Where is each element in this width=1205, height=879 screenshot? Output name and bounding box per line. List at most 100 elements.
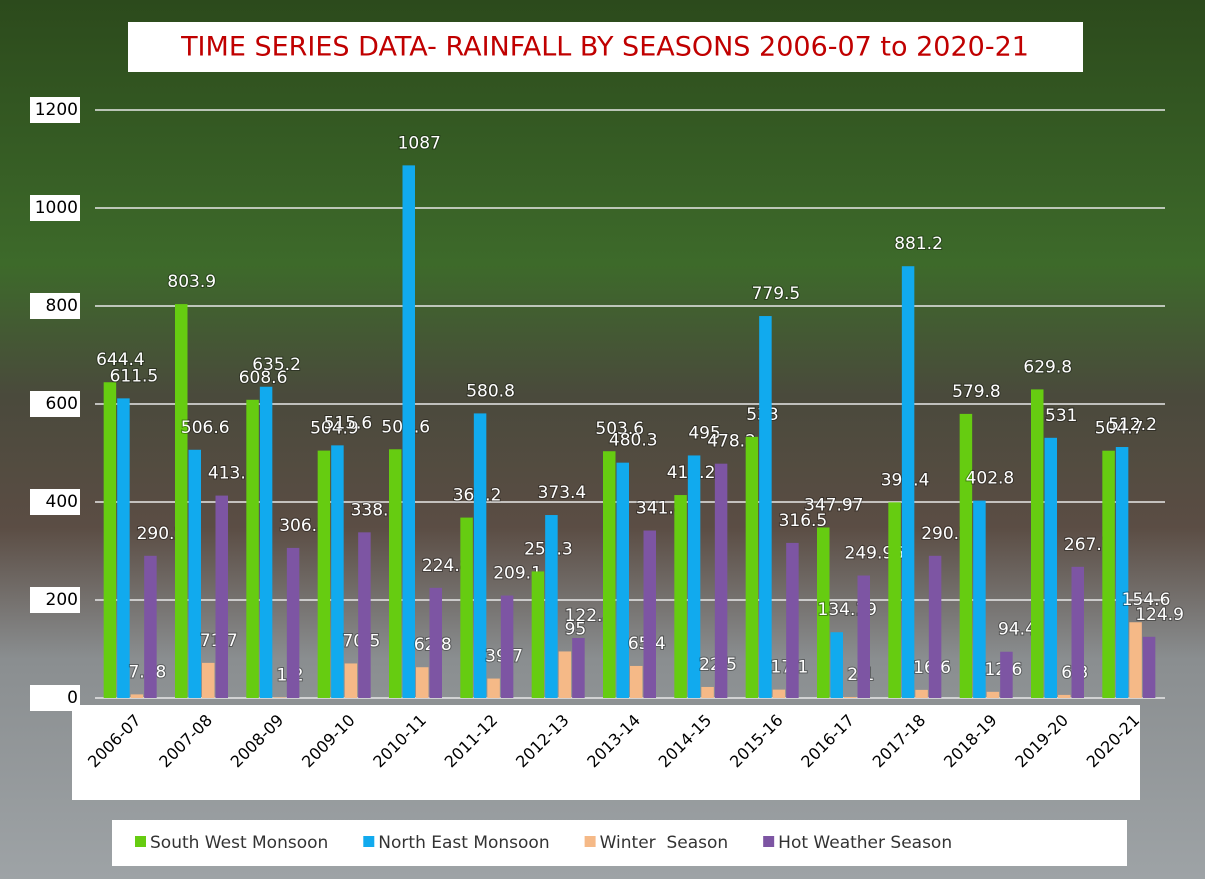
y-tick-box xyxy=(30,195,80,221)
bar xyxy=(714,463,728,698)
bar xyxy=(1000,651,1013,698)
value-label: 608.6 xyxy=(239,368,288,388)
bar xyxy=(215,495,228,698)
value-label: 306.3 xyxy=(279,516,328,536)
value-label: 347.97 xyxy=(804,495,863,515)
value-label: 338.1 xyxy=(351,500,400,520)
value-label: 504.7 xyxy=(1095,419,1144,439)
bar xyxy=(959,413,973,698)
y-tick-label: 200 xyxy=(46,590,78,610)
y-tick-box xyxy=(30,97,80,123)
y-tick-box xyxy=(30,391,80,417)
bar xyxy=(674,495,687,698)
value-label: 579.8 xyxy=(952,382,1001,402)
bar xyxy=(687,455,701,698)
value-label: 803.9 xyxy=(167,272,216,292)
value-label: 504.9 xyxy=(310,419,359,439)
value-label: 224.8 xyxy=(422,556,471,576)
bar xyxy=(130,694,144,698)
bar xyxy=(1129,622,1142,698)
value-label: 495 xyxy=(688,423,720,443)
bar xyxy=(1115,447,1129,698)
bar xyxy=(460,517,473,698)
value-label: 413.1 xyxy=(208,464,257,484)
bar xyxy=(402,165,415,698)
bar xyxy=(273,697,286,698)
bar xyxy=(545,515,558,698)
y-tick-label: 800 xyxy=(46,296,78,316)
bar xyxy=(603,451,616,698)
bar xyxy=(344,663,358,698)
bar xyxy=(389,449,402,698)
bar xyxy=(1142,636,1156,698)
bar xyxy=(286,547,300,698)
value-label: 267.7 xyxy=(1064,535,1113,555)
bar xyxy=(844,696,857,698)
value-label: 503.6 xyxy=(595,419,644,439)
value-label: 515.6 xyxy=(324,413,373,433)
bar xyxy=(630,665,643,698)
bar xyxy=(1102,450,1115,698)
bar xyxy=(487,678,500,698)
bar xyxy=(830,632,843,698)
legend-label: Hot Weather Season xyxy=(778,833,952,853)
legend-swatch xyxy=(763,836,775,847)
bar xyxy=(616,462,629,698)
bar xyxy=(745,436,759,698)
bar xyxy=(500,595,514,698)
bar xyxy=(915,689,928,698)
legend-box xyxy=(112,820,1127,866)
bar xyxy=(144,555,157,698)
value-label: 373.4 xyxy=(538,483,587,503)
bar xyxy=(188,449,201,698)
bar xyxy=(103,382,117,698)
y-tick-box xyxy=(30,685,80,711)
value-label: 480.3 xyxy=(609,431,658,451)
bar xyxy=(888,502,901,698)
bar xyxy=(701,686,714,698)
value-label: 531 xyxy=(1045,406,1077,426)
bar xyxy=(259,386,273,698)
legend-label: Winter Season xyxy=(600,833,729,853)
bar xyxy=(202,662,215,698)
bar xyxy=(1071,566,1084,698)
bar xyxy=(572,637,585,698)
value-label: 209.1 xyxy=(493,564,542,584)
value-label: 402.8 xyxy=(966,469,1015,489)
legend-label: South West Monsoon xyxy=(150,833,328,853)
legend-swatch xyxy=(135,836,146,847)
bar xyxy=(473,413,487,698)
bar xyxy=(759,316,772,698)
value-label: 290.2 xyxy=(137,524,186,544)
bar xyxy=(857,575,870,698)
bar xyxy=(175,304,188,698)
value-label: 95 xyxy=(565,619,587,639)
y-tick-label: 1200 xyxy=(35,100,78,120)
bar xyxy=(1031,389,1044,698)
legend-label: North East Monsoon xyxy=(378,833,549,853)
value-label: 290.2 xyxy=(921,524,970,544)
bar xyxy=(416,667,429,698)
chart-title: TIME SERIES DATA- RAINFALL BY SEASONS 20… xyxy=(180,32,1029,63)
value-label: 122.5 xyxy=(565,606,614,626)
bar xyxy=(117,398,130,698)
y-tick-box xyxy=(30,489,80,515)
value-label: 611.5 xyxy=(110,366,159,386)
value-label: 478.2 xyxy=(707,432,756,452)
y-tick-label: 0 xyxy=(67,688,78,708)
bar xyxy=(331,445,344,698)
y-tick-box xyxy=(30,293,80,319)
value-label: 341.8 xyxy=(636,499,685,519)
value-label: 635.2 xyxy=(252,355,301,375)
value-label: 881.2 xyxy=(894,234,943,254)
value-label: 644.4 xyxy=(96,350,145,370)
bar xyxy=(531,571,545,698)
value-label: 94.4 xyxy=(998,620,1036,640)
bar xyxy=(817,527,830,698)
bar xyxy=(786,542,799,698)
value-label: 779.5 xyxy=(752,284,801,304)
bar xyxy=(358,532,371,698)
bar xyxy=(1058,694,1071,698)
bar xyxy=(928,555,942,698)
value-label: 1087 xyxy=(398,133,441,153)
